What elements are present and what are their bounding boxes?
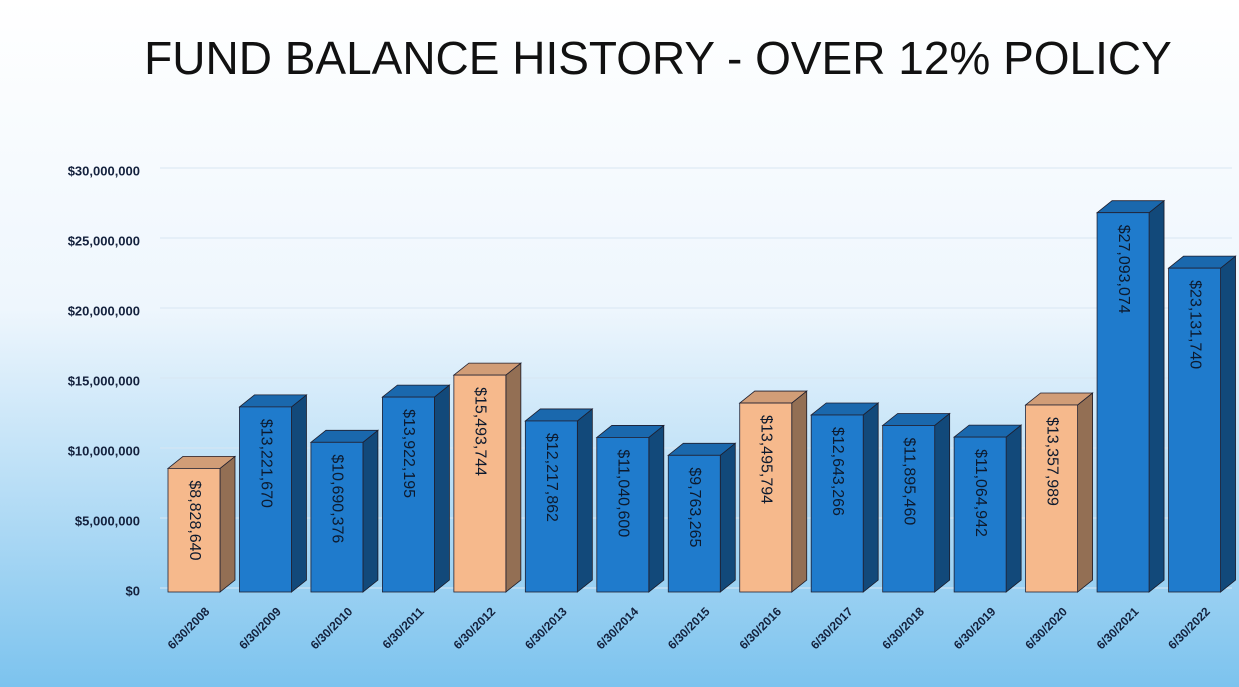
y-tick-label: $15,000,000 — [68, 373, 140, 388]
bar-top-shade — [811, 402, 879, 415]
value-label: $10,690,376 — [329, 454, 346, 543]
bar-side-shade — [934, 413, 950, 592]
bar — [167, 467, 221, 593]
bar-top-shade — [1097, 200, 1165, 213]
bar-top-shade — [453, 363, 521, 376]
value-label: $9,763,265 — [686, 467, 703, 547]
bar — [453, 374, 507, 593]
bar — [882, 425, 936, 593]
bar — [239, 406, 292, 593]
bar-side-shade — [434, 385, 450, 592]
y-tick-label: $0 — [126, 583, 140, 598]
value-label: $11,064,942 — [972, 449, 989, 537]
bar-top-shade — [1025, 392, 1093, 405]
bar-side-shade — [505, 363, 521, 592]
bar — [1025, 404, 1078, 593]
bar-top-shade — [239, 394, 307, 407]
bar-side-shade — [648, 425, 664, 592]
bar — [953, 436, 1007, 593]
bar-top-shade — [668, 443, 736, 456]
bar-top-shade — [525, 408, 593, 421]
bar — [739, 402, 793, 593]
value-label: $11,895,460 — [900, 437, 917, 525]
bar-side-shade — [1220, 256, 1236, 592]
value-label: $13,221,670 — [257, 419, 274, 508]
bar-top-shade — [739, 391, 807, 404]
bar-side-shade — [1077, 392, 1093, 592]
value-label: $11,040,600 — [615, 449, 632, 537]
bar-top-shade — [1168, 256, 1236, 269]
value-label: $12,217,862 — [543, 433, 560, 522]
bar — [667, 454, 721, 593]
bar-side-shade — [362, 430, 378, 592]
y-tick-label: $5,000,000 — [75, 513, 140, 528]
bar-side-shade — [863, 402, 879, 592]
bar-side-shade — [720, 443, 736, 592]
bar-side-shade — [1006, 425, 1022, 592]
bar — [524, 420, 578, 593]
bar — [381, 396, 435, 593]
value-label: $12,643,266 — [829, 427, 846, 516]
value-label: $13,495,794 — [757, 415, 774, 504]
bar-top-shade — [168, 456, 235, 469]
bar-side-shade — [220, 456, 235, 592]
bar-top-shade — [382, 385, 450, 398]
bar-side-shade — [791, 391, 807, 592]
y-tick-label: $20,000,000 — [68, 303, 140, 318]
bar-top-shade — [954, 425, 1022, 438]
bar — [596, 437, 650, 593]
bar — [1168, 267, 1221, 593]
value-label: $13,357,989 — [1043, 417, 1060, 506]
y-tick-label: $10,000,000 — [68, 443, 140, 458]
bar — [810, 414, 864, 593]
y-tick-label: $30,000,000 — [68, 163, 140, 178]
bar-top-shade — [596, 425, 664, 438]
value-label: $15,493,744 — [472, 387, 489, 476]
bar-top-shade — [310, 430, 378, 443]
bar-top-shade — [882, 413, 950, 426]
bar-side-shade — [291, 394, 307, 592]
value-label: $23,131,740 — [1186, 280, 1203, 369]
bar-side-shade — [1149, 200, 1165, 592]
bar — [310, 441, 364, 593]
value-label: $27,093,074 — [1115, 225, 1132, 314]
value-label: $13,922,195 — [400, 409, 417, 498]
chart-title: FUND BALANCE HISTORY - OVER 12% POLICY — [144, 32, 1172, 84]
bar-side-shade — [577, 408, 593, 592]
bar — [1096, 212, 1150, 593]
value-label: $8,828,640 — [186, 480, 203, 560]
y-tick-label: $25,000,000 — [68, 233, 140, 248]
